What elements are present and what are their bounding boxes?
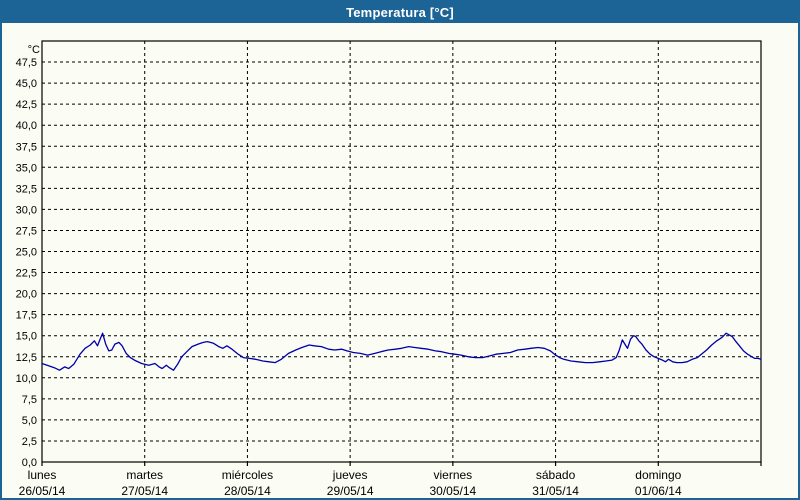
- y-axis-tick-label: 20,0: [16, 289, 37, 301]
- y-axis-tick-label: 2,5: [22, 436, 37, 448]
- x-axis-date-label: 28/05/14: [224, 484, 271, 498]
- y-axis-tick-label: 40,0: [16, 120, 37, 132]
- y-axis-tick-label: 7,5: [22, 394, 37, 406]
- x-axis-day-label: lunes: [28, 468, 57, 482]
- x-axis-day-label: sábado: [536, 468, 576, 482]
- y-axis-tick-label: 5,0: [22, 415, 37, 427]
- window-title: Temperatura [°C]: [346, 5, 454, 20]
- y-axis-tick-label: 0,0: [22, 457, 37, 469]
- y-axis-tick-label: 47,5: [16, 57, 37, 69]
- x-axis-date-label: 30/05/14: [429, 484, 476, 498]
- y-axis-tick-label: 35,0: [16, 162, 37, 174]
- y-axis-tick-label: 27,5: [16, 225, 37, 237]
- x-axis-date-label: 31/05/14: [532, 484, 579, 498]
- y-axis-tick-label: 10,0: [16, 373, 37, 385]
- y-axis-tick-label: 37,5: [16, 141, 37, 153]
- x-axis-day-label: miércoles: [222, 468, 273, 482]
- y-axis-tick-label: 30,0: [16, 204, 37, 216]
- plot-border: [41, 40, 762, 463]
- y-axis-tick-label: 25,0: [16, 247, 37, 259]
- x-axis-date-label: 29/05/14: [327, 484, 374, 498]
- y-axis-tick-label: 32,5: [16, 183, 37, 195]
- x-axis-day-label: domingo: [635, 468, 681, 482]
- y-axis-unit-label: °C: [28, 44, 40, 56]
- x-axis-date-label: 01/06/14: [635, 484, 682, 498]
- y-axis-tick-label: 17,5: [16, 310, 37, 322]
- temperature-line: [41, 332, 762, 371]
- y-axis-tick-label: 22,5: [16, 268, 37, 280]
- x-axis-day-label: martes: [126, 468, 163, 482]
- x-axis-day-label: jueves: [332, 468, 368, 482]
- x-axis-date-label: 27/05/14: [121, 484, 168, 498]
- x-axis-day-label: viernes: [434, 468, 473, 482]
- x-axis-date-label: 26/05/14: [19, 484, 66, 498]
- y-axis-tick-label: 15,0: [16, 331, 37, 343]
- window-titlebar: Temperatura [°C]: [2, 2, 798, 23]
- y-axis-tick-label: 12,5: [16, 352, 37, 364]
- y-axis-tick-label: 42,5: [16, 99, 37, 111]
- y-axis-tick-label: 45,0: [16, 78, 37, 90]
